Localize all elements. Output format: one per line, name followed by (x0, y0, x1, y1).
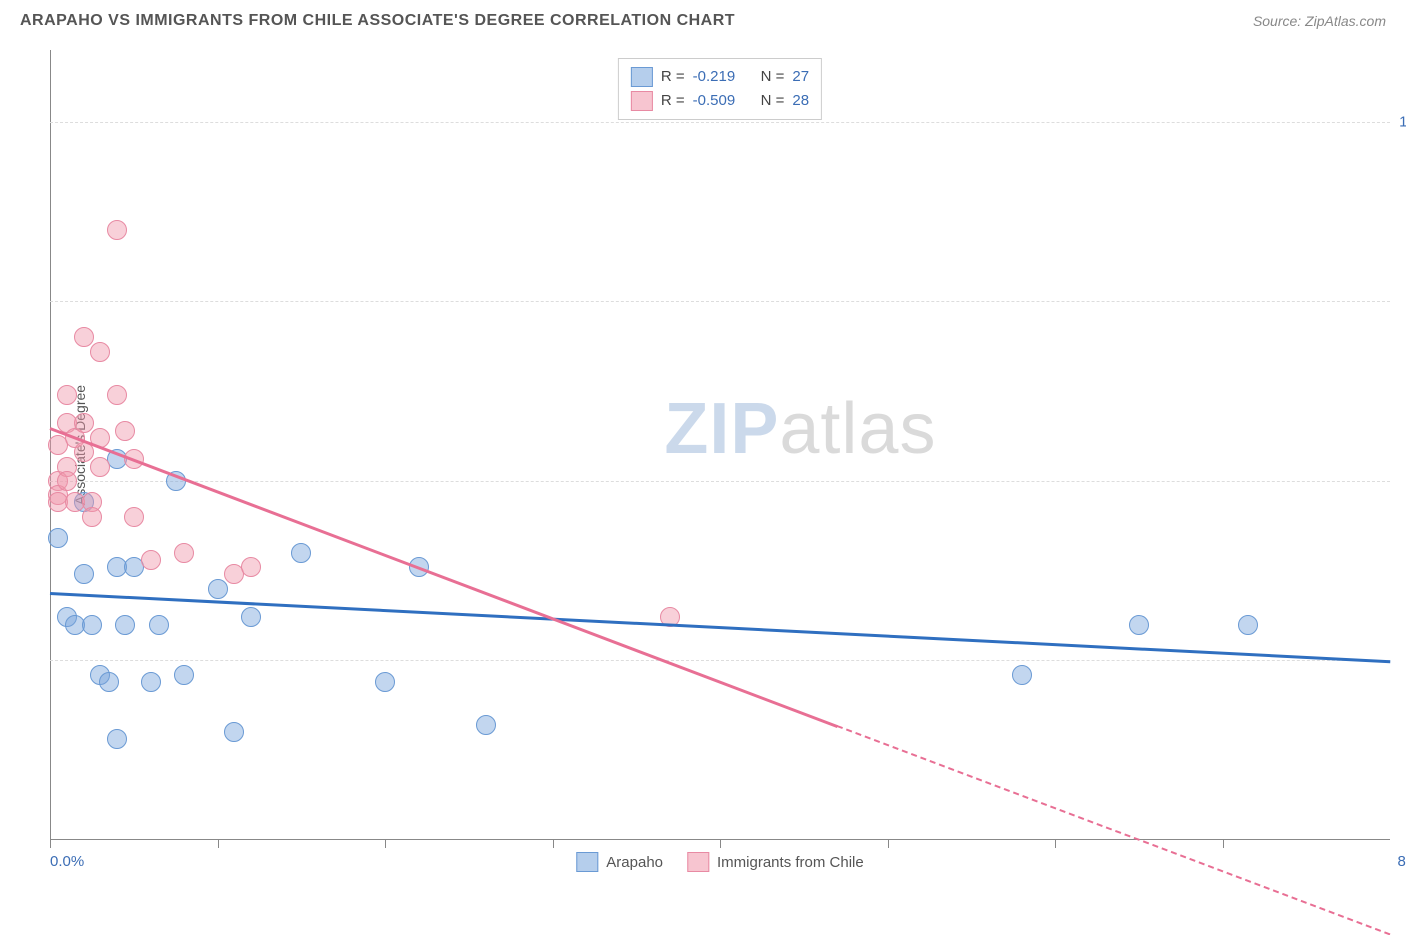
legend-swatch (631, 67, 653, 87)
data-point (141, 672, 161, 692)
legend-label: Arapaho (606, 854, 663, 871)
legend-item: Arapaho (576, 852, 663, 872)
gridline (50, 122, 1390, 123)
data-point (1129, 615, 1149, 635)
data-point (48, 528, 68, 548)
data-point (57, 471, 77, 491)
legend-item: Immigrants from Chile (687, 852, 864, 872)
legend-swatch (687, 852, 709, 872)
data-point (82, 615, 102, 635)
data-point (115, 615, 135, 635)
x-axis-max-label: 80.0% (1397, 853, 1406, 870)
data-point (90, 342, 110, 362)
source-label: Source: ZipAtlas.com (1253, 13, 1386, 29)
data-point (99, 672, 119, 692)
legend-swatch (576, 852, 598, 872)
data-point (115, 421, 135, 441)
regression-line (50, 592, 1390, 663)
data-point (74, 327, 94, 347)
plot-area: 25.0%50.0%75.0%100.0%0.0%80.0%ZIPatlasR … (50, 50, 1390, 840)
regression-line (49, 427, 837, 728)
data-point (107, 220, 127, 240)
data-point (208, 579, 228, 599)
data-point (74, 413, 94, 433)
gridline (50, 301, 1390, 302)
data-point (174, 665, 194, 685)
data-point (149, 615, 169, 635)
data-point (291, 543, 311, 563)
data-point (107, 729, 127, 749)
data-point (241, 607, 261, 627)
chart-title: ARAPAHO VS IMMIGRANTS FROM CHILE ASSOCIA… (20, 12, 735, 30)
data-point (74, 564, 94, 584)
correlation-legend: R = -0.219 N = 27R = -0.509 N = 28 (618, 58, 822, 120)
data-point (107, 385, 127, 405)
data-point (57, 385, 77, 405)
data-point (141, 550, 161, 570)
data-point (1012, 665, 1032, 685)
data-point (82, 507, 102, 527)
x-axis-min-label: 0.0% (50, 853, 84, 870)
data-point (224, 722, 244, 742)
chart-container: Associate's Degree 25.0%50.0%75.0%100.0%… (50, 50, 1390, 840)
data-point (375, 672, 395, 692)
watermark: ZIPatlas (664, 388, 936, 470)
y-tick-label: 100.0% (1399, 113, 1406, 130)
gridline (50, 660, 1390, 661)
data-point (1238, 615, 1258, 635)
data-point (174, 543, 194, 563)
regression-line (837, 725, 1390, 935)
gridline (50, 481, 1390, 482)
legend-swatch (631, 91, 653, 111)
data-point (90, 457, 110, 477)
data-point (124, 507, 144, 527)
data-point (476, 715, 496, 735)
data-point (241, 557, 261, 577)
legend-label: Immigrants from Chile (717, 854, 864, 871)
series-legend: Arapaho Immigrants from Chile (576, 852, 863, 872)
